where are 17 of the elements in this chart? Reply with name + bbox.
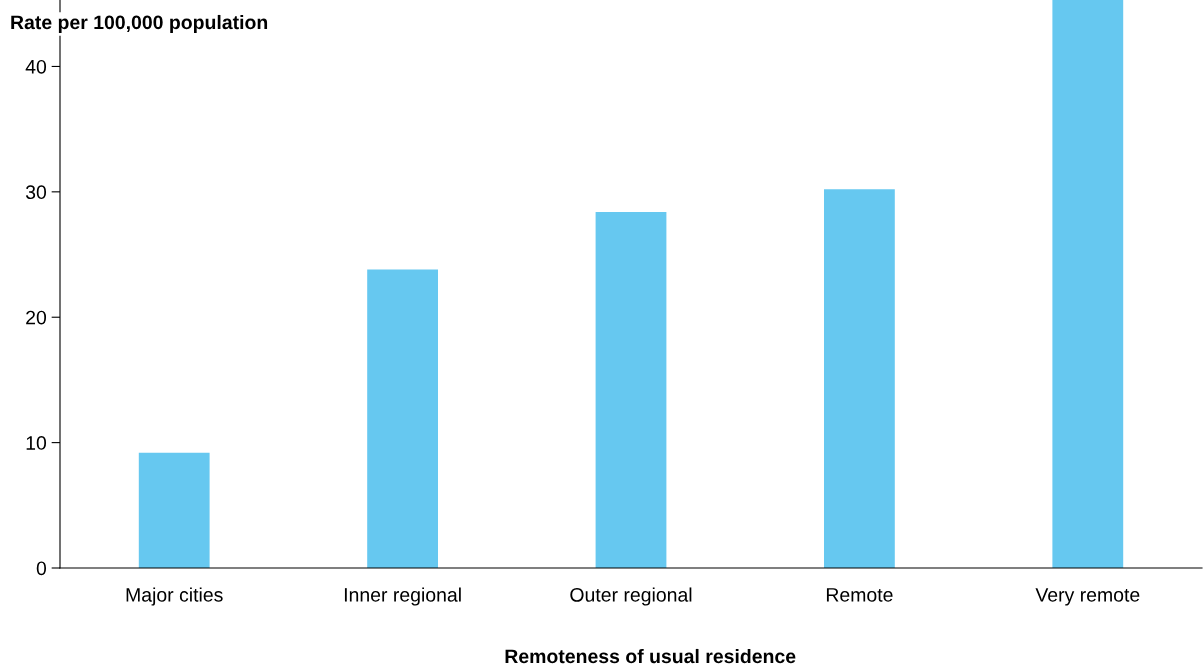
y-tick-label: 20 <box>26 310 47 325</box>
y-tick-label: 30 <box>25 185 47 200</box>
x-axis-title: Remoteness of usual residence <box>505 648 796 664</box>
y-tick-label: 0 <box>36 561 47 576</box>
bar <box>1052 0 1124 568</box>
x-tick-label: Inner regional <box>344 587 461 606</box>
x-tick-label: Remote <box>826 588 893 602</box>
x-tick-label: Very remote <box>1035 588 1140 606</box>
y-tick-label: 40 <box>25 59 47 74</box>
x-tick-label: Major cities <box>126 587 223 606</box>
bar <box>138 452 210 568</box>
bar <box>367 269 438 568</box>
x-tick-label: Outer regional <box>570 587 692 606</box>
y-tick-label: 10 <box>26 436 47 450</box>
bar <box>595 211 667 568</box>
bar <box>824 189 895 568</box>
y-axis-title: Rate per 100,000 population <box>11 14 268 34</box>
